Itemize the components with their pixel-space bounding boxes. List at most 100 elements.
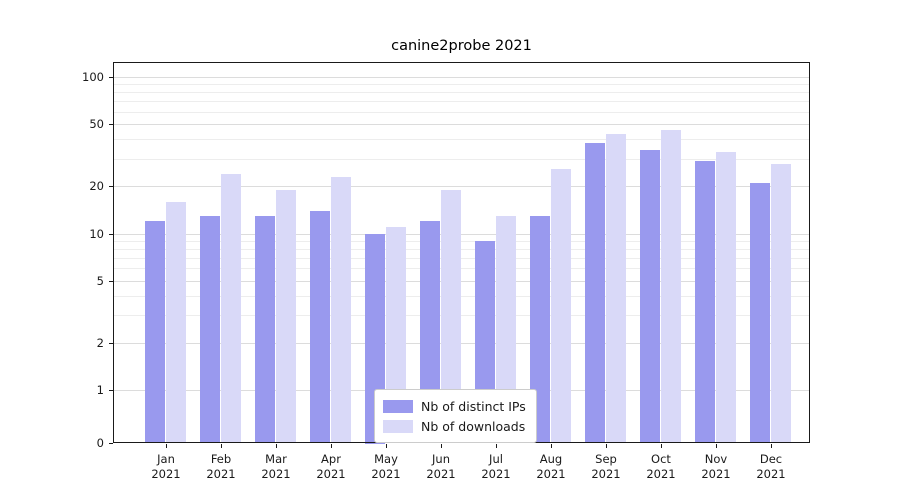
gridline-minor-30 bbox=[113, 159, 810, 160]
bar-nb-of-downloads-apr bbox=[331, 177, 351, 443]
x-axis-tick-mark-aug bbox=[551, 444, 552, 448]
x-axis-tick-label-aug: Aug 2021 bbox=[523, 452, 579, 482]
x-axis-tick-label-feb: Feb 2021 bbox=[193, 452, 249, 482]
bar-nb-of-distinct-ips-dec bbox=[750, 183, 770, 443]
legend-label-nb-of-downloads: Nb of downloads bbox=[421, 418, 526, 434]
x-axis-tick-label-dec: Dec 2021 bbox=[743, 452, 799, 482]
bar-nb-of-downloads-sep bbox=[606, 134, 626, 443]
gridline-minor-40 bbox=[113, 139, 810, 140]
bar-nb-of-downloads-nov bbox=[716, 152, 736, 443]
x-axis-tick-mark-sep bbox=[606, 444, 607, 448]
x-axis-tick-mark-jul bbox=[496, 444, 497, 448]
x-tick-year-apr: 2021 bbox=[316, 467, 346, 481]
bar-nb-of-downloads-mar bbox=[276, 190, 296, 443]
gridline-minor-80 bbox=[113, 92, 810, 93]
x-axis-tick-mark-apr bbox=[331, 444, 332, 448]
legend-label-nb-of-distinct-ips: Nb of distinct IPs bbox=[421, 398, 526, 414]
y-axis-tick-mark-2 bbox=[109, 343, 113, 344]
x-tick-month-jul: Jul bbox=[489, 452, 503, 466]
x-axis-tick-label-oct: Oct 2021 bbox=[633, 452, 689, 482]
x-tick-year-jan: 2021 bbox=[151, 467, 181, 481]
x-axis-tick-label-nov: Nov 2021 bbox=[688, 452, 744, 482]
gridline-major-100 bbox=[113, 77, 810, 78]
bar-nb-of-distinct-ips-apr bbox=[310, 211, 330, 443]
y-axis-tick-label-5: 5 bbox=[96, 274, 104, 288]
x-axis-tick-label-jun: Jun 2021 bbox=[413, 452, 469, 482]
x-tick-month-dec: Dec bbox=[759, 452, 783, 466]
bar-nb-of-distinct-ips-nov bbox=[695, 161, 715, 443]
x-axis-tick-mark-feb bbox=[221, 444, 222, 448]
bar-nb-of-distinct-ips-jun bbox=[420, 221, 440, 443]
x-axis-tick-label-mar: Mar 2021 bbox=[248, 452, 304, 482]
gridline-major-5 bbox=[113, 281, 810, 282]
bar-nb-of-distinct-ips-mar bbox=[255, 216, 275, 443]
bar-nb-of-downloads-jan bbox=[166, 202, 186, 443]
gridline-major-50 bbox=[113, 124, 810, 125]
y-axis-tick-label-100: 100 bbox=[82, 70, 104, 84]
bar-nb-of-downloads-aug bbox=[551, 169, 571, 443]
y-axis-tick-label-10: 10 bbox=[89, 227, 104, 241]
x-axis-tick-label-apr: Apr 2021 bbox=[303, 452, 359, 482]
x-tick-month-jun: Jun bbox=[432, 452, 450, 466]
y-axis-tick-mark-5 bbox=[109, 281, 113, 282]
y-axis-tick-label-1: 1 bbox=[96, 383, 104, 397]
x-tick-month-apr: Apr bbox=[321, 452, 341, 466]
x-tick-month-oct: Oct bbox=[651, 452, 671, 466]
x-tick-year-dec: 2021 bbox=[756, 467, 786, 481]
legend-swatch-nb-of-distinct-ips bbox=[383, 399, 413, 413]
gridline-major-10 bbox=[113, 234, 810, 235]
gridline-major-20 bbox=[113, 186, 810, 187]
x-axis-tick-label-sep: Sep 2021 bbox=[578, 452, 634, 482]
legend-entry-nb-of-distinct-ips: Nb of distinct IPs bbox=[383, 396, 526, 416]
x-tick-year-sep: 2021 bbox=[591, 467, 621, 481]
gridline-minor-9 bbox=[113, 241, 810, 242]
x-tick-year-jul: 2021 bbox=[481, 467, 511, 481]
x-axis-tick-mark-nov bbox=[716, 444, 717, 448]
x-tick-month-mar: Mar bbox=[265, 452, 287, 466]
gridline-minor-70 bbox=[113, 101, 810, 102]
x-tick-month-aug: Aug bbox=[539, 452, 563, 466]
x-axis-tick-mark-mar bbox=[276, 444, 277, 448]
y-axis-tick-mark-20 bbox=[109, 186, 113, 187]
legend-entry-nb-of-downloads: Nb of downloads bbox=[383, 416, 526, 436]
gridline-minor-7 bbox=[113, 258, 810, 259]
gridline-minor-4 bbox=[113, 296, 810, 297]
chart-title: canine2probe 2021 bbox=[391, 38, 532, 54]
y-axis-tick-label-0: 0 bbox=[96, 436, 104, 450]
x-axis-tick-mark-dec bbox=[771, 444, 772, 448]
gridline-minor-90 bbox=[113, 84, 810, 85]
x-tick-month-may: May bbox=[374, 452, 398, 466]
bar-nb-of-downloads-jul bbox=[496, 216, 516, 443]
bar-nb-of-distinct-ips-jan bbox=[145, 221, 165, 443]
bar-nb-of-downloads-dec bbox=[771, 164, 791, 443]
bar-nb-of-downloads-jun bbox=[441, 190, 461, 443]
bar-nb-of-distinct-ips-oct bbox=[640, 150, 660, 443]
x-tick-month-sep: Sep bbox=[595, 452, 617, 466]
x-tick-month-nov: Nov bbox=[704, 452, 728, 466]
y-axis-tick-mark-1 bbox=[109, 390, 113, 391]
x-axis-tick-label-jan: Jan 2021 bbox=[138, 452, 194, 482]
x-tick-year-aug: 2021 bbox=[536, 467, 566, 481]
x-tick-year-feb: 2021 bbox=[206, 467, 236, 481]
x-axis-tick-mark-may bbox=[386, 444, 387, 448]
gridline-minor-6 bbox=[113, 268, 810, 269]
x-tick-month-feb: Feb bbox=[210, 452, 232, 466]
x-tick-year-nov: 2021 bbox=[701, 467, 731, 481]
bar-nb-of-downloads-feb bbox=[221, 174, 241, 443]
y-axis-tick-label-2: 2 bbox=[96, 336, 104, 350]
gridline-minor-8 bbox=[113, 249, 810, 250]
bar-nb-of-distinct-ips-feb bbox=[200, 216, 220, 443]
y-axis-tick-mark-0 bbox=[109, 443, 113, 444]
x-tick-year-jun: 2021 bbox=[426, 467, 456, 481]
y-axis-tick-label-20: 20 bbox=[89, 179, 104, 193]
y-axis-tick-mark-50 bbox=[109, 124, 113, 125]
x-axis-tick-mark-jan bbox=[166, 444, 167, 448]
bar-nb-of-distinct-ips-sep bbox=[585, 143, 605, 443]
x-tick-year-may: 2021 bbox=[371, 467, 401, 481]
legend-swatch-nb-of-downloads bbox=[383, 419, 413, 433]
x-axis-tick-label-jul: Jul 2021 bbox=[468, 452, 524, 482]
y-axis-tick-label-50: 50 bbox=[89, 117, 104, 131]
bar-nb-of-downloads-oct bbox=[661, 130, 681, 443]
x-axis-tick-label-may: May 2021 bbox=[358, 452, 414, 482]
